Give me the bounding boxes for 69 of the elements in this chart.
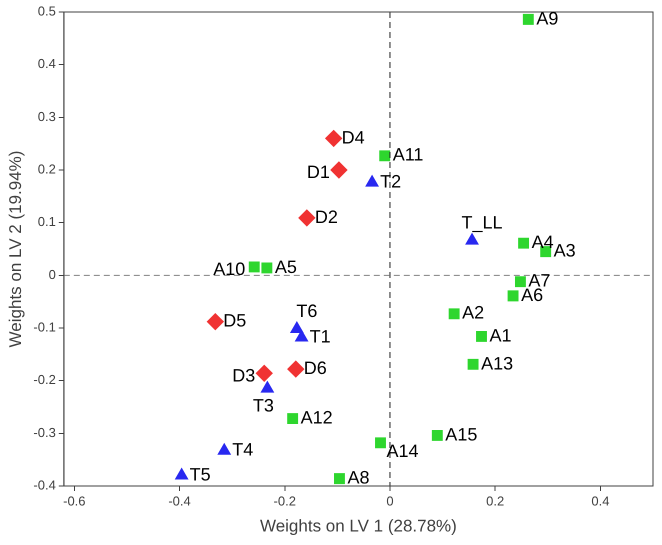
- point: [465, 233, 479, 245]
- annotation: D5: [223, 310, 246, 331]
- point: [522, 14, 534, 25]
- x-tick-label: 0.4: [591, 493, 610, 508]
- point: [260, 381, 274, 393]
- x-axis-title: Weights on LV 1 (28.78%): [260, 516, 457, 536]
- point: [476, 330, 487, 342]
- point: [468, 358, 479, 370]
- x-tick-label: 0.2: [486, 493, 504, 508]
- x-tick-label: -0.4: [168, 493, 191, 508]
- annotation: A2: [462, 302, 484, 323]
- annotation: T5: [190, 464, 211, 484]
- annotation: D2: [314, 206, 338, 227]
- y-tick-label: 0.3: [38, 108, 56, 124]
- annotation: A4: [532, 232, 554, 252]
- y-tick-label: 0.2: [38, 162, 56, 177]
- point: [514, 276, 526, 288]
- annotation: A14: [386, 440, 419, 461]
- y-axis-title: Weights on LV 2 (19.94%): [6, 150, 25, 348]
- x-tick-label: -0.6: [63, 493, 86, 508]
- annotation: D3: [232, 365, 256, 386]
- annotation: A10: [213, 258, 246, 279]
- point: [448, 308, 460, 320]
- annotation: A3: [554, 240, 576, 261]
- point: [508, 290, 519, 302]
- annotation: A11: [392, 144, 424, 165]
- y-tick-label: 0.1: [38, 214, 56, 230]
- point: [334, 473, 345, 484]
- annotation: T4: [232, 440, 254, 460]
- point: [379, 150, 390, 162]
- x-tick-label: 0: [386, 493, 394, 508]
- point: [330, 162, 348, 178]
- annotation: A9: [536, 8, 558, 28]
- annotation: T1: [310, 326, 331, 346]
- annotation: D1: [306, 162, 330, 182]
- annotation: A15: [445, 424, 478, 444]
- y-tick-label: 0.5: [38, 4, 56, 19]
- annotation: A8: [347, 468, 370, 488]
- y-tick-label: -0.4: [33, 478, 56, 493]
- point: [290, 322, 304, 334]
- y-tick-label: -0.2: [33, 372, 56, 388]
- annotation: A12: [300, 408, 333, 428]
- point: [366, 175, 379, 187]
- y-tick-label: -0.1: [33, 320, 56, 335]
- point: [325, 130, 342, 147]
- point: [256, 364, 273, 382]
- point: [518, 238, 530, 249]
- point: [261, 262, 272, 274]
- y-tick-label: -0.3: [33, 424, 56, 440]
- annotation: A13: [481, 353, 514, 374]
- point: [287, 360, 304, 378]
- annotation: T6: [296, 301, 318, 322]
- annotation: T2: [380, 172, 402, 192]
- annotation: D6: [304, 358, 327, 378]
- y-tick-label: 0.4: [38, 56, 56, 72]
- point: [206, 313, 224, 330]
- annotation: A5: [274, 256, 297, 277]
- point: [375, 437, 386, 448]
- point: [218, 443, 231, 455]
- point: [298, 209, 316, 226]
- annotation: D4: [342, 127, 365, 148]
- x-tick-label: -0.2: [274, 493, 296, 508]
- y-tick-label: 0: [48, 266, 56, 282]
- point: [287, 413, 298, 424]
- annotation: T_LL: [462, 212, 503, 233]
- annotation: A1: [490, 325, 512, 346]
- point: [248, 261, 260, 272]
- annotation: T3: [252, 396, 274, 416]
- point: [432, 430, 443, 441]
